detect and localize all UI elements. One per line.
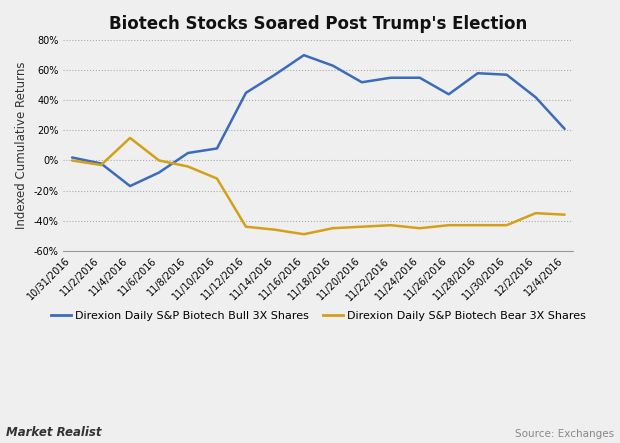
Text: Source: Exchanges: Source: Exchanges (515, 428, 614, 439)
Legend: Direxion Daily S&P Biotech Bull 3X Shares, Direxion Daily S&P Biotech Bear 3X Sh: Direxion Daily S&P Biotech Bull 3X Share… (46, 307, 590, 325)
Title: Biotech Stocks Soared Post Trump's Election: Biotech Stocks Soared Post Trump's Elect… (109, 15, 528, 33)
Y-axis label: Indexed Cumulative Returns: Indexed Cumulative Returns (15, 62, 28, 229)
Text: Market Realist: Market Realist (6, 426, 102, 439)
